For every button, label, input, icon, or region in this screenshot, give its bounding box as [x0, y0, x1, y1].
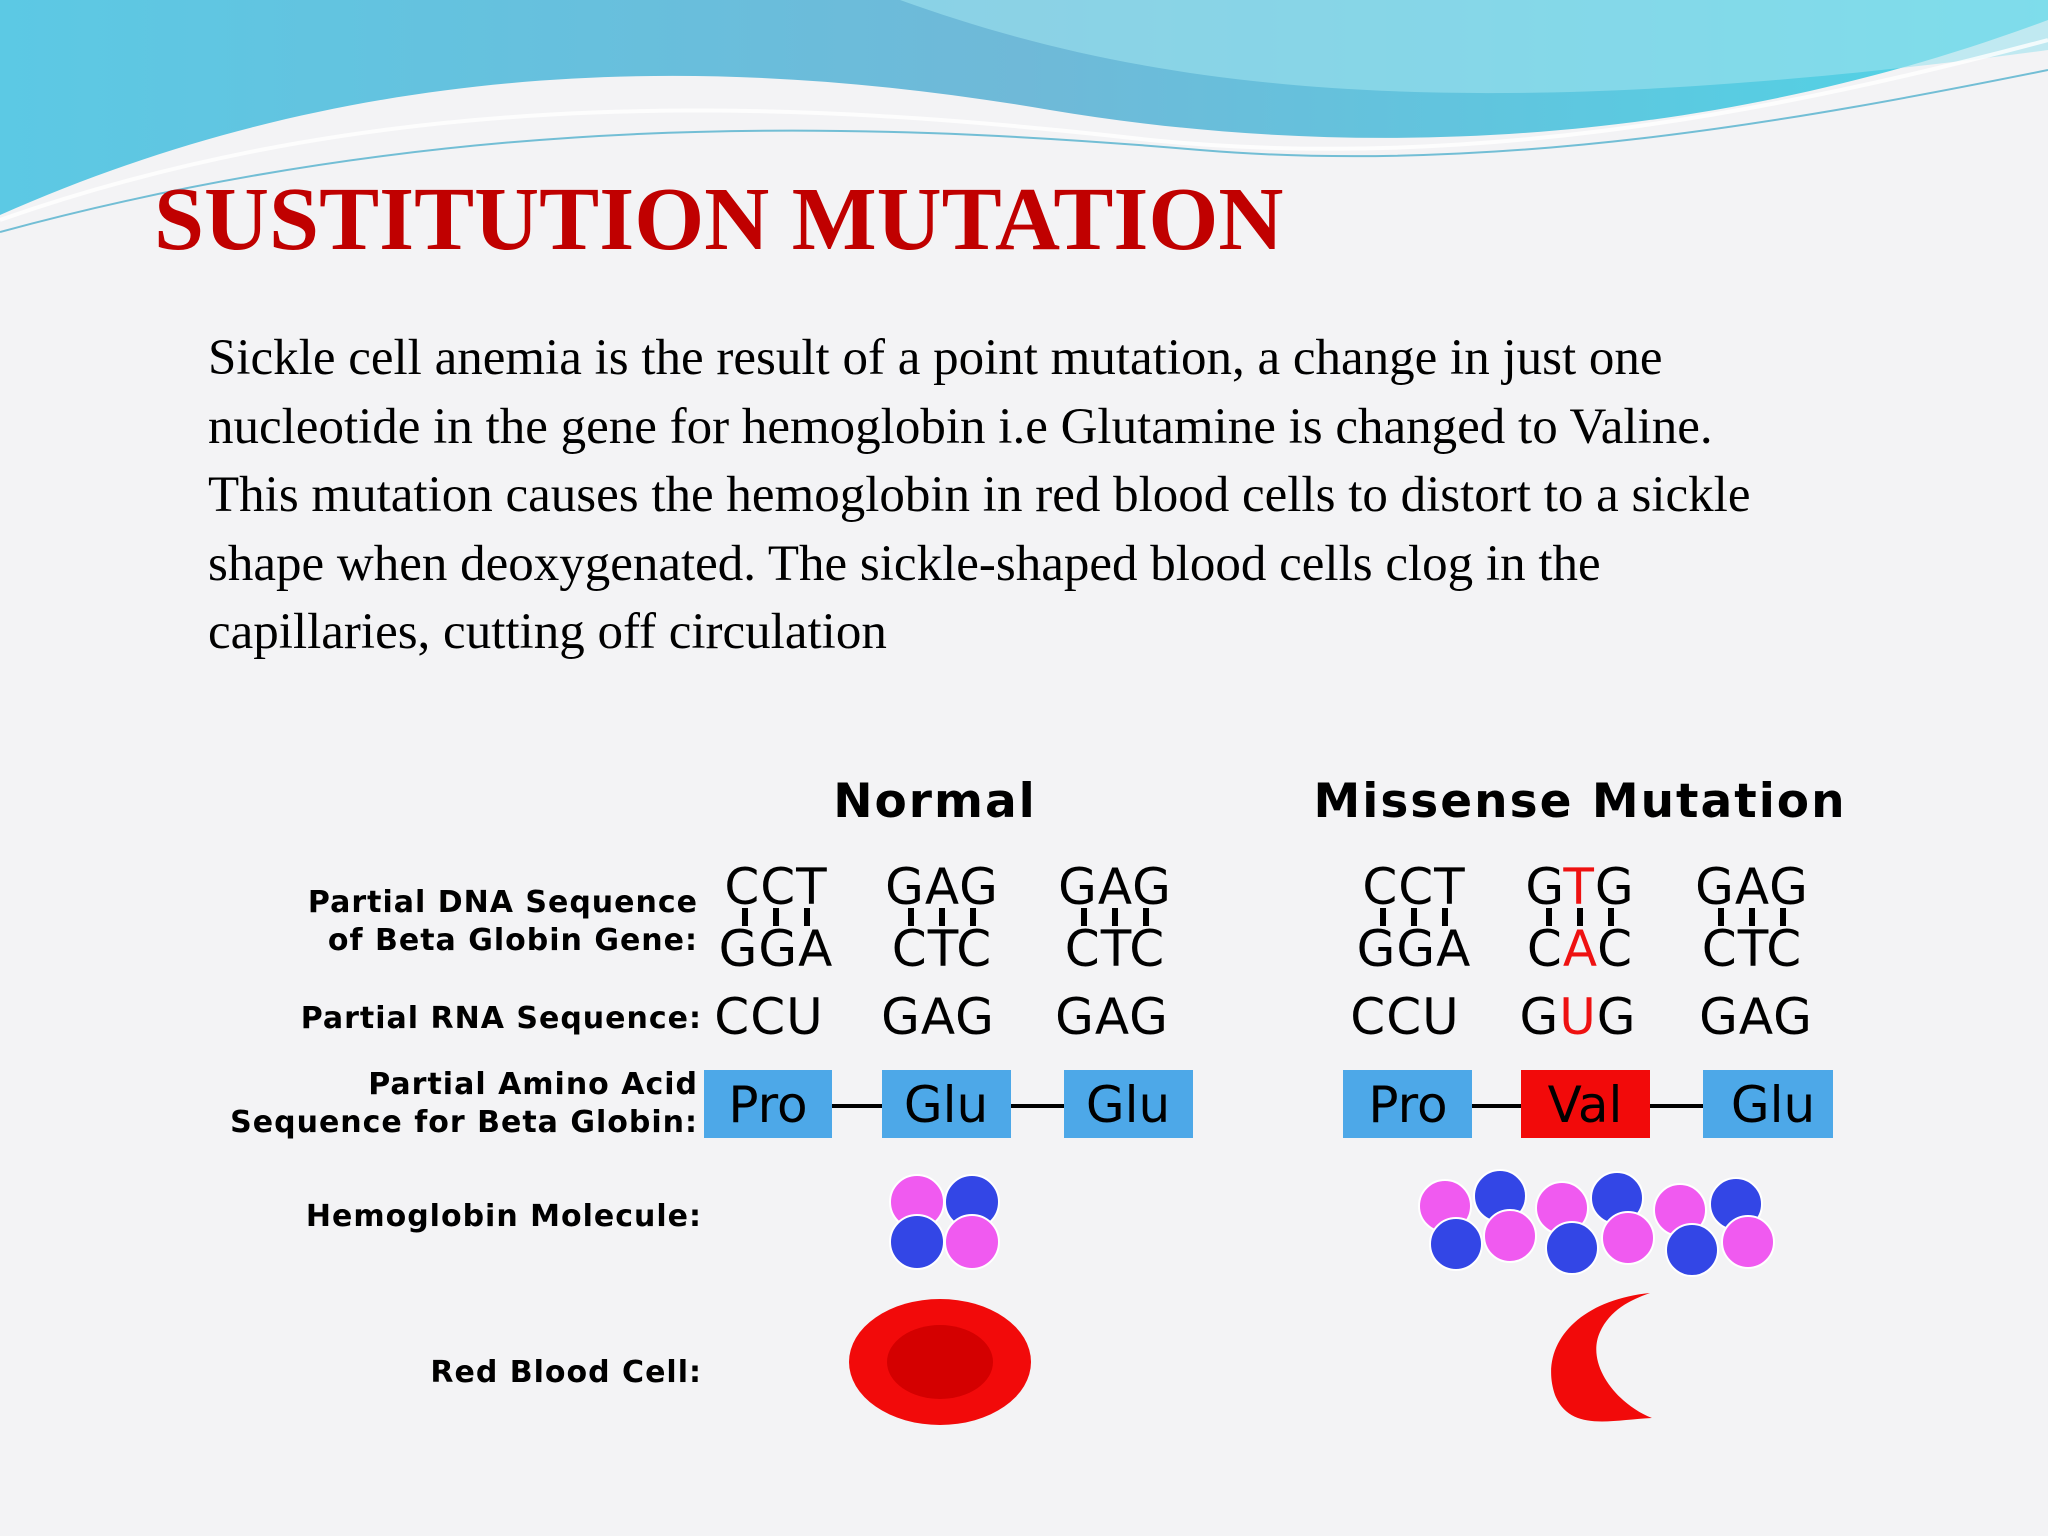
label-dna-line1: Partial DNA Sequence: [308, 885, 698, 920]
paragraph-line: capillaries, cutting off circulation: [208, 604, 887, 660]
label-aa-line2: Sequence for Beta Globin:: [230, 1105, 698, 1140]
normal-dna-top-codon: GAG: [885, 858, 999, 916]
normal-hemoglobin-molecule: [889, 1174, 1000, 1270]
label-red-blood-cell: Red Blood Cell:: [430, 1355, 702, 1390]
mutant-dna-top-codon: CCT: [1362, 858, 1465, 916]
normal-amino-acid-box: [704, 1070, 832, 1138]
mutant-rna-codon: GUG: [1519, 988, 1636, 1046]
slide-paragraph: Sickle cell anemia is the result of a po…: [208, 324, 1968, 667]
mutated-base: A: [1563, 920, 1597, 978]
mutated-base: U: [1559, 988, 1597, 1046]
mutated-base: T: [1562, 858, 1595, 916]
mutant-dna-bottom-codon: CAC: [1527, 920, 1633, 978]
mutant-dna-bottom-codon: GGA: [1357, 920, 1472, 978]
normal-amino-acid-box: [882, 1070, 1011, 1138]
mutant-dna-bottom-codon: CTC: [1702, 920, 1802, 978]
mutant-amino-acid-label: Pro: [1368, 1076, 1447, 1134]
normal-rna-codon: CCU: [714, 988, 823, 1046]
normal-rna-codon: GAG: [881, 988, 995, 1046]
paragraph-line: nucleotide in the gene for hemoglobin i.…: [208, 398, 1713, 455]
normal-red-blood-cell: [849, 1299, 1031, 1425]
mutant-amino-acid-box: [1343, 1070, 1472, 1138]
normal-rna-codon: GAG: [1055, 988, 1169, 1046]
mutant-amino-acid-label: Val: [1548, 1076, 1623, 1134]
normal-dna-bottom-codon: CTC: [892, 920, 992, 978]
mutant-base-pair-bonds: [1380, 908, 1786, 926]
decorative-wave-header: [0, 0, 2048, 233]
mutant-rna-codon: GAG: [1699, 988, 1813, 1046]
mutant-amino-acid-box: [1703, 1070, 1833, 1138]
normal-dna-bottom-codon: GGA: [719, 920, 834, 978]
paragraph-line: This mutation causes the hemoglobin in r…: [208, 467, 1751, 523]
normal-amino-acid-label: Pro: [728, 1076, 807, 1134]
mutant-amino-acid-label: Glu: [1731, 1076, 1815, 1134]
slide-title: SUSTITUTION MUTATION: [154, 170, 1284, 269]
mutant-dna-top-codon: GTG: [1525, 858, 1634, 916]
label-rna: Partial RNA Sequence:: [301, 1001, 702, 1036]
normal-amino-acid-label: Glu: [904, 1076, 988, 1134]
normal-dna-top-codon: CCT: [724, 858, 827, 916]
normal-dna-top-codon: GAG: [1058, 858, 1172, 916]
mutant-dna-top-codon: GAG: [1695, 858, 1809, 916]
normal-amino-acid-label: Glu: [1086, 1076, 1170, 1134]
sickle-red-blood-cell: [1551, 1293, 1652, 1422]
paragraph-line: Sickle cell anemia is the result of a po…: [208, 330, 1663, 386]
mutant-hemoglobin-polymer: [1418, 1169, 1775, 1277]
label-hemoglobin: Hemoglobin Molecule:: [306, 1199, 702, 1234]
label-dna-line2: of Beta Globin Gene:: [328, 923, 698, 958]
mutant-amino-acid-box-valine: [1521, 1070, 1650, 1138]
header-missense-mutation: Missense Mutation: [1313, 774, 1846, 829]
mutant-rna-codon: CCU: [1350, 988, 1459, 1046]
normal-base-pair-bonds: [742, 908, 1149, 926]
normal-dna-bottom-codon: CTC: [1065, 920, 1165, 978]
label-aa-line1: Partial Amino Acid: [368, 1067, 698, 1102]
normal-amino-acid-box: [1064, 1070, 1193, 1138]
paragraph-line: shape when deoxygenated. The sickle-shap…: [208, 535, 1601, 592]
header-normal: Normal: [833, 774, 1037, 829]
